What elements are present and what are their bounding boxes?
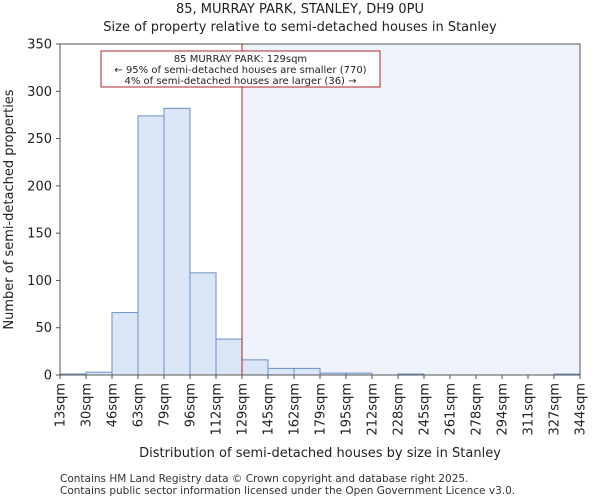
x-tick-label: 79sqm (158, 383, 173, 427)
y-tick-label: 350 (27, 38, 52, 53)
histogram-bar (137, 115, 165, 376)
y-axis-label: Number of semi-detached properties (2, 89, 17, 329)
x-tick-label: 13sqm (54, 383, 69, 427)
histogram-bar (111, 312, 139, 376)
x-tick-label: 311sqm (522, 383, 537, 436)
x-tick-label: 162sqm (288, 383, 303, 436)
y-tick-label: 200 (27, 179, 52, 194)
y-tick-label: 300 (27, 85, 52, 100)
attribution-line-1: Contains HM Land Registry data © Crown c… (60, 473, 469, 485)
histogram-bar (189, 272, 217, 376)
x-tick-label: 344sqm (574, 383, 589, 436)
x-tick-label: 195sqm (340, 383, 355, 436)
x-tick-label: 327sqm (548, 383, 563, 436)
x-tick-label: 112sqm (210, 383, 225, 436)
x-tick-label: 261sqm (444, 383, 459, 436)
annotation-title: 85 MURRAY PARK: 129sqm (174, 54, 307, 65)
y-tick-label: 100 (27, 274, 52, 289)
x-tick-label: 245sqm (418, 383, 433, 436)
x-tick-label: 228sqm (392, 383, 407, 436)
page-title: 85, MURRAY PARK, STANLEY, DH9 0PU (175, 2, 425, 17)
attribution-line-2: Contains public sector information licen… (60, 485, 516, 497)
annotation-larger: 4% of semi-detached houses are larger (3… (124, 76, 356, 87)
histogram-bar (163, 107, 191, 376)
y-tick-label: 150 (27, 227, 52, 242)
chart-subtitle: Size of property relative to semi-detach… (103, 20, 497, 35)
histogram-bar (293, 367, 321, 376)
histogram-bar (267, 367, 295, 376)
x-tick-label: 96sqm (184, 383, 199, 427)
y-tick-label: 0 (44, 369, 52, 384)
histogram-bar (215, 338, 243, 376)
x-axis-label: Distribution of semi-detached houses by … (139, 446, 501, 461)
x-tick-label: 129sqm (236, 383, 251, 436)
y-tick-label: 250 (27, 132, 52, 147)
x-tick-label: 30sqm (80, 383, 95, 427)
histogram-bar (241, 359, 269, 376)
x-tick-label: 46sqm (106, 383, 121, 427)
x-tick-label: 145sqm (262, 383, 277, 436)
x-tick-label: 212sqm (366, 383, 381, 436)
annotation-box (100, 50, 381, 88)
x-tick-label: 294sqm (496, 383, 511, 436)
larger-region-shading (242, 44, 580, 375)
x-tick-label: 179sqm (314, 383, 329, 436)
x-tick-label: 278sqm (470, 383, 485, 436)
annotation-smaller: ← 95% of semi-detached houses are smalle… (114, 65, 366, 76)
x-tick-label: 63sqm (132, 383, 147, 427)
y-tick-label: 50 (35, 321, 52, 336)
